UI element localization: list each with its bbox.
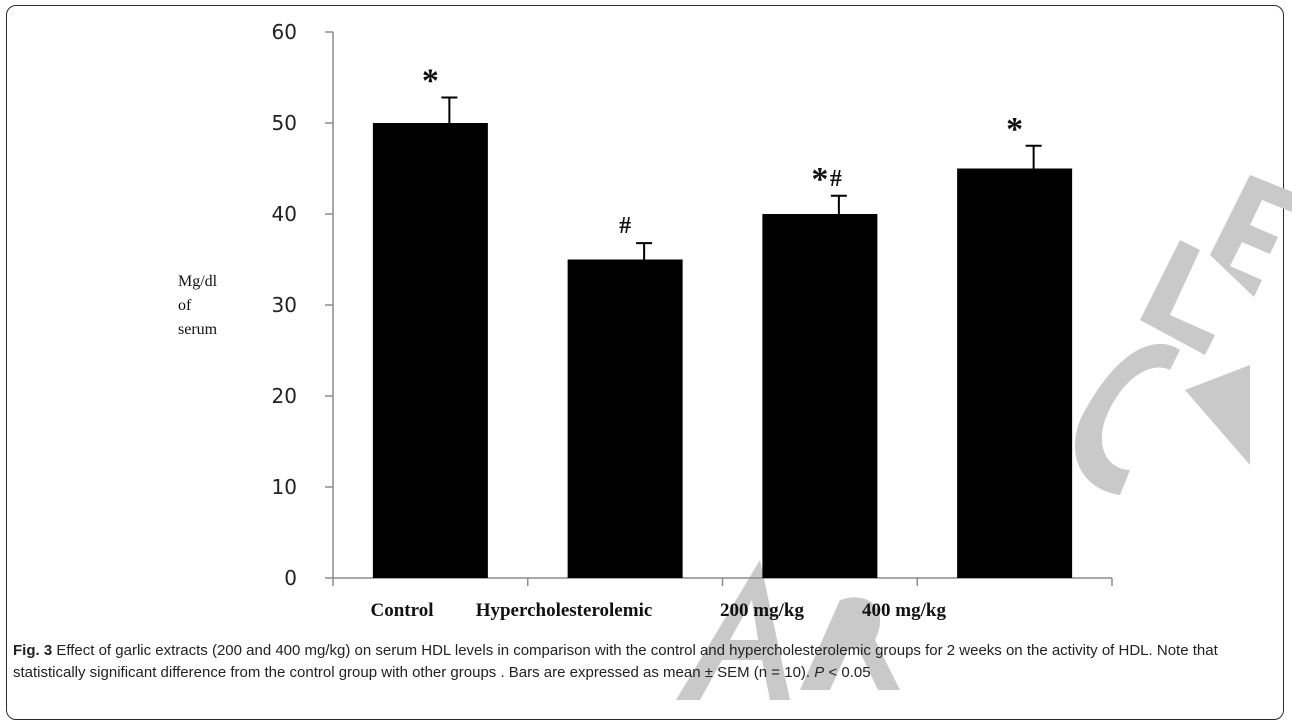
y-axis-label: Mg/dl of serum — [178, 273, 218, 338]
y-axis-label-line: of — [178, 297, 192, 314]
y-tick-labels: 0 10 20 30 40 50 60 — [272, 20, 297, 590]
x-category-labels: Control Hypercholesterolemic 200 mg/kg 400 … — [371, 600, 947, 621]
y-tick-label: 30 — [272, 293, 297, 317]
bar — [957, 168, 1073, 578]
x-category-label: 400 mg/kg — [862, 600, 946, 621]
significance-hash: # — [619, 213, 631, 239]
error-bars — [441, 96, 1042, 260]
y-axis-label-line: serum — [178, 321, 218, 338]
figure-caption: Fig. 3 Effect of garlic extracts (200 an… — [13, 640, 1275, 684]
y-tick-label: 50 — [272, 111, 297, 135]
significance-asterisk: * — [422, 63, 439, 100]
bar — [762, 214, 878, 578]
significance-markers: *#* #* — [422, 63, 1023, 240]
y-tick-label: 40 — [272, 202, 297, 226]
caption-text: Effect of garlic extracts (200 and 400 m… — [13, 642, 1218, 681]
p-symbol: P — [814, 664, 825, 681]
bar — [567, 259, 683, 578]
significance-asterisk: * — [1006, 111, 1023, 148]
x-category-label: Hypercholesterolemic — [476, 600, 653, 621]
y-axis-label-line: Mg/dl — [178, 273, 218, 290]
x-category-label: Control — [371, 600, 434, 621]
y-tick-label: 20 — [272, 384, 297, 408]
y-tick-label: 10 — [272, 475, 297, 499]
y-tick-label: 60 — [272, 20, 297, 44]
figure-number: Fig. 3 — [13, 642, 53, 659]
significance-asterisk: * — [811, 161, 828, 198]
caption-p-value: < 0.05 — [824, 664, 871, 681]
significance-hash: # — [830, 166, 842, 192]
bars — [372, 123, 1073, 578]
x-category-label: 200 mg/kg — [720, 600, 804, 621]
bar — [372, 123, 488, 578]
y-tick-label: 0 — [284, 566, 297, 590]
